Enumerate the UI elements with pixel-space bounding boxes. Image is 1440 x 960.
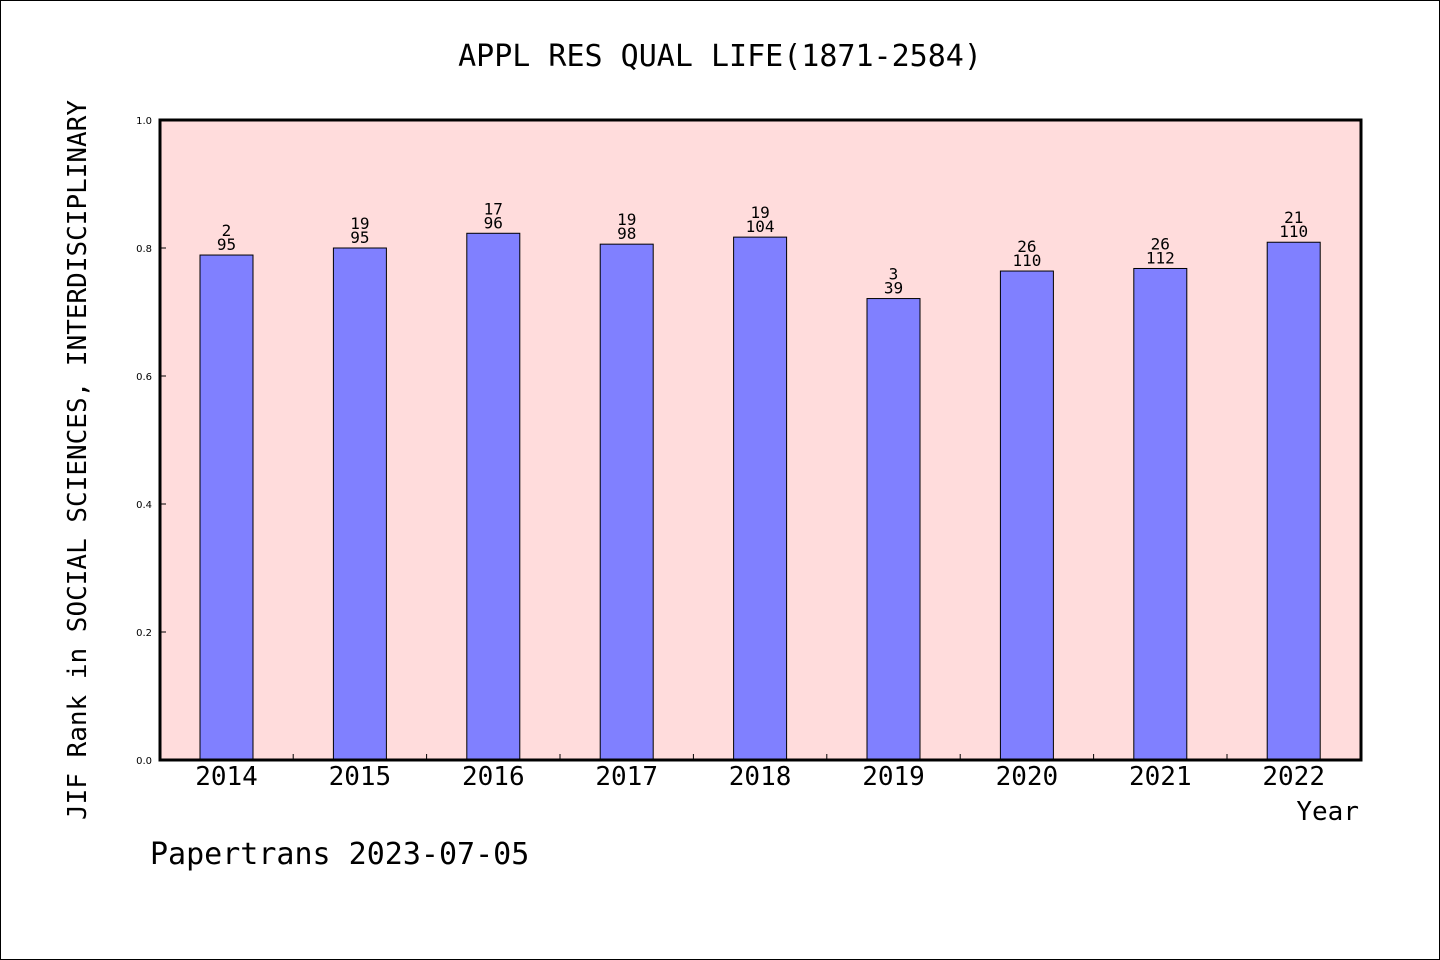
- plot-border: [158, 118, 1363, 762]
- bar-total-label: 112: [1146, 248, 1175, 267]
- bar-total-label: 110: [1279, 222, 1308, 241]
- bar-2017: [599, 243, 654, 761]
- bar-total-label: 104: [746, 217, 775, 236]
- bar-rank-label: 21: [1284, 208, 1303, 227]
- bar-rank-label: 19: [350, 214, 369, 233]
- bar-rank-label: 26: [1017, 237, 1036, 256]
- bar-2022: [1266, 241, 1321, 761]
- bar-rank-label: 19: [617, 210, 636, 229]
- footer-credit: Papertrans 2023-07-05: [150, 837, 529, 872]
- bar-total-label: 39: [884, 279, 903, 298]
- bars-group: [199, 232, 1321, 761]
- bar-total-label: 95: [350, 228, 369, 247]
- y-tick-label: 0.8: [136, 244, 152, 255]
- x-axis-label: Year: [1296, 797, 1359, 827]
- chart-title: APPL RES QUAL LIFE(1871-2584): [458, 39, 982, 74]
- bar-2016: [466, 232, 521, 761]
- y-tick-label: 0.0: [136, 756, 152, 767]
- y-tick-label: 0.2: [136, 628, 152, 639]
- bar-rank-label: 26: [1151, 234, 1170, 253]
- x-tick-label: 2022: [1262, 762, 1325, 792]
- bar-2015: [332, 247, 387, 761]
- x-tick-label: 2017: [595, 762, 658, 792]
- y-tick-label: 1.0: [136, 116, 152, 127]
- y-axis-label: JIF Rank in SOCIAL SCIENCES, INTERDISCIP…: [63, 100, 93, 820]
- y-axis-ticks: 0.0 0.2 0.4 0.6 0.8 1.0: [136, 116, 166, 767]
- bar-total-label: 98: [617, 224, 636, 243]
- bar-2014: [199, 254, 254, 761]
- bar-rank-label: 2: [222, 221, 232, 240]
- x-tick-label: 2016: [462, 762, 525, 792]
- x-tick-label: 2015: [329, 762, 392, 792]
- x-tick-label: 2021: [1129, 762, 1192, 792]
- bar-total-label: 110: [1012, 251, 1041, 270]
- bar-2019: [866, 298, 921, 761]
- bar-2020: [999, 270, 1054, 761]
- bar-rank-label: 17: [484, 199, 503, 218]
- y-tick-label: 0.4: [136, 500, 152, 511]
- bar-rank-label: 3: [889, 265, 899, 284]
- y-tick-label: 0.6: [136, 372, 152, 383]
- x-tick-label: 2020: [996, 762, 1059, 792]
- bar-total-label: 96: [484, 213, 503, 232]
- bar-rank-label: 19: [750, 203, 769, 222]
- x-tick-label: 2014: [195, 762, 258, 792]
- bar-2018: [733, 236, 788, 761]
- x-tick-label: 2018: [729, 762, 792, 792]
- x-axis-ticks: 2014 2015 2016 2017 2018 2019 2020 2021 2022: [195, 754, 1325, 792]
- x-tick-label: 2019: [862, 762, 925, 792]
- bar-total-label: 95: [217, 235, 236, 254]
- bar-2021: [1133, 267, 1188, 761]
